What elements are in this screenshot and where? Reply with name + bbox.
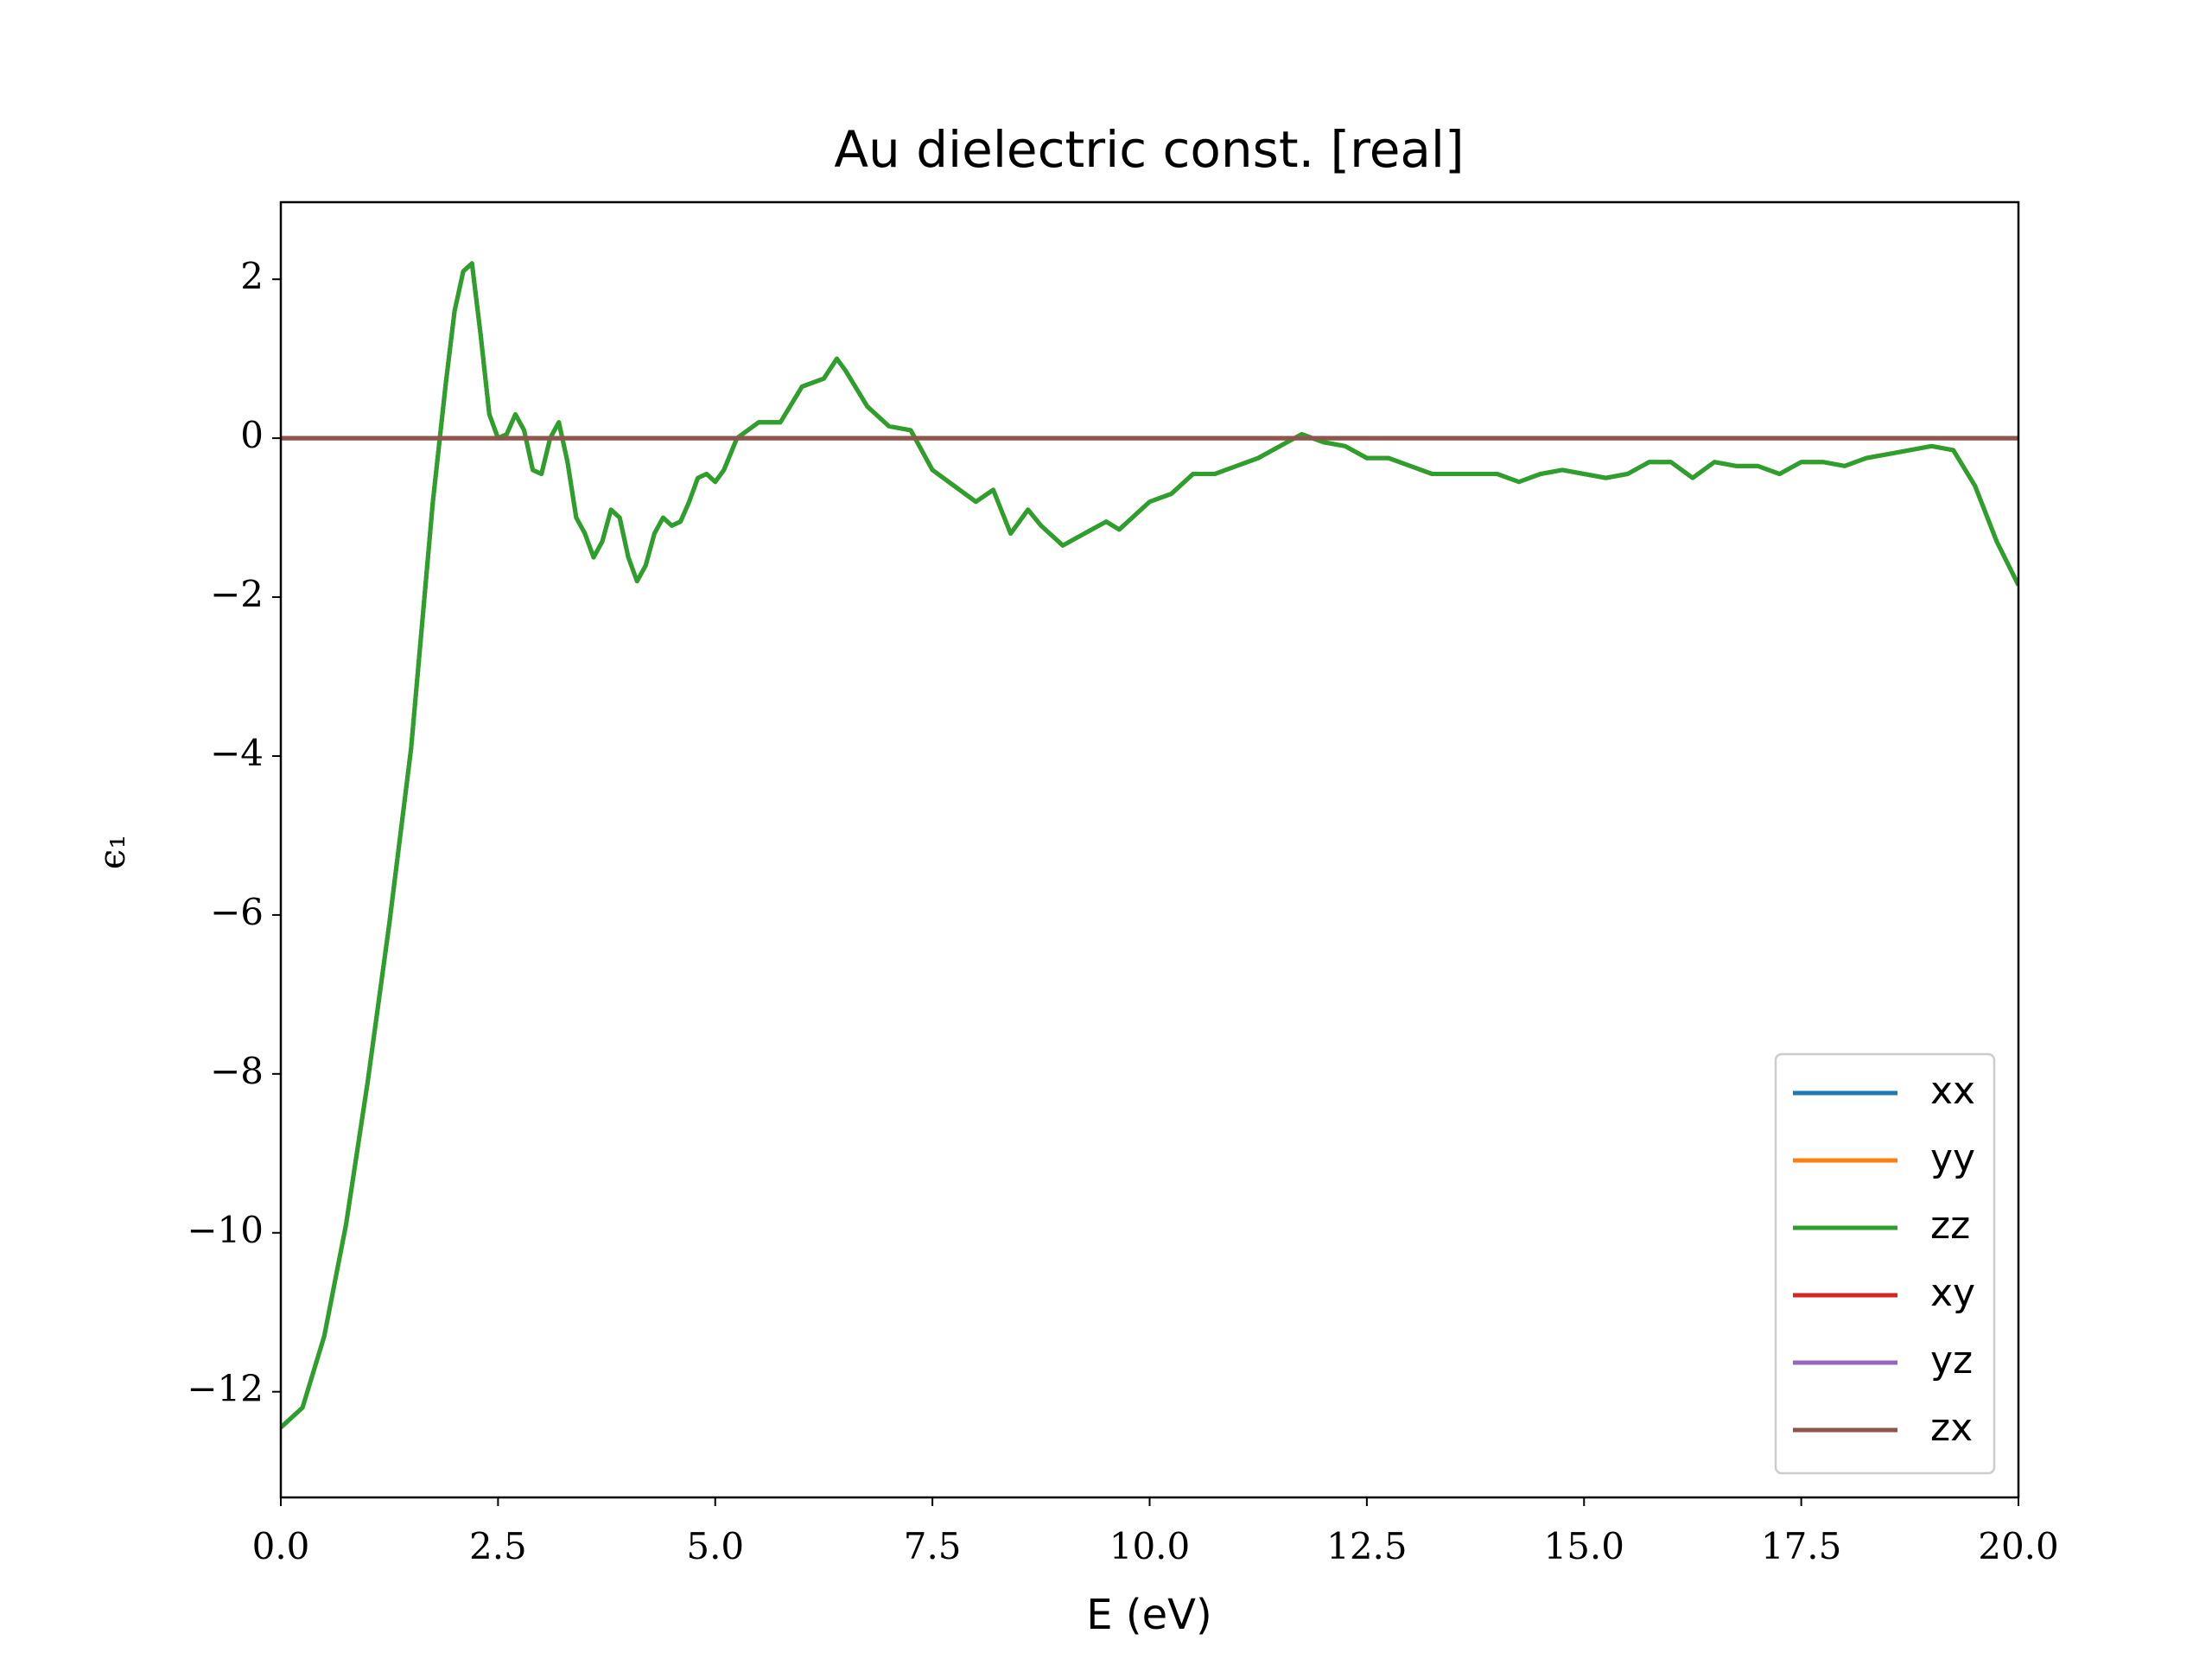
x-tick-label: 7.5 xyxy=(904,1525,962,1567)
y-tick-label: −12 xyxy=(187,1368,264,1410)
legend-label: yy xyxy=(1930,1136,1975,1180)
plot-frame xyxy=(279,200,2020,1499)
y-tick-label: −10 xyxy=(187,1209,264,1251)
legend-label: yz xyxy=(1930,1338,1973,1382)
x-tick-label: 5.0 xyxy=(686,1525,744,1567)
y-tick-label: −8 xyxy=(210,1050,264,1092)
x-axis-label: E (eV) xyxy=(1086,1591,1211,1639)
x-tick-label: 15.0 xyxy=(1543,1525,1624,1567)
x-tick-label: 2.5 xyxy=(469,1525,527,1567)
chart-title: Au dielectric const. [real] xyxy=(834,120,1464,179)
y-tick-label: −6 xyxy=(210,891,264,933)
y-tick-label: −4 xyxy=(210,732,264,774)
legend-label: zx xyxy=(1930,1406,1973,1450)
legend-label: zz xyxy=(1930,1204,1970,1248)
y-axis-label: ϵ₁ xyxy=(91,835,133,869)
x-tick-label: 12.5 xyxy=(1326,1525,1408,1567)
legend-label: xy xyxy=(1930,1271,1975,1315)
series-line xyxy=(281,261,2018,1429)
x-tick-label: 17.5 xyxy=(1761,1525,1842,1567)
y-tick-label: −2 xyxy=(210,573,264,615)
x-tick-label: 10.0 xyxy=(1109,1525,1191,1567)
x-tick-label: 20.0 xyxy=(1978,1525,2059,1567)
x-tick-label: 0.0 xyxy=(252,1525,310,1567)
y-tick-label: 2 xyxy=(240,255,264,297)
y-tick-label: 0 xyxy=(240,414,264,456)
legend-label: xx xyxy=(1930,1069,1975,1113)
